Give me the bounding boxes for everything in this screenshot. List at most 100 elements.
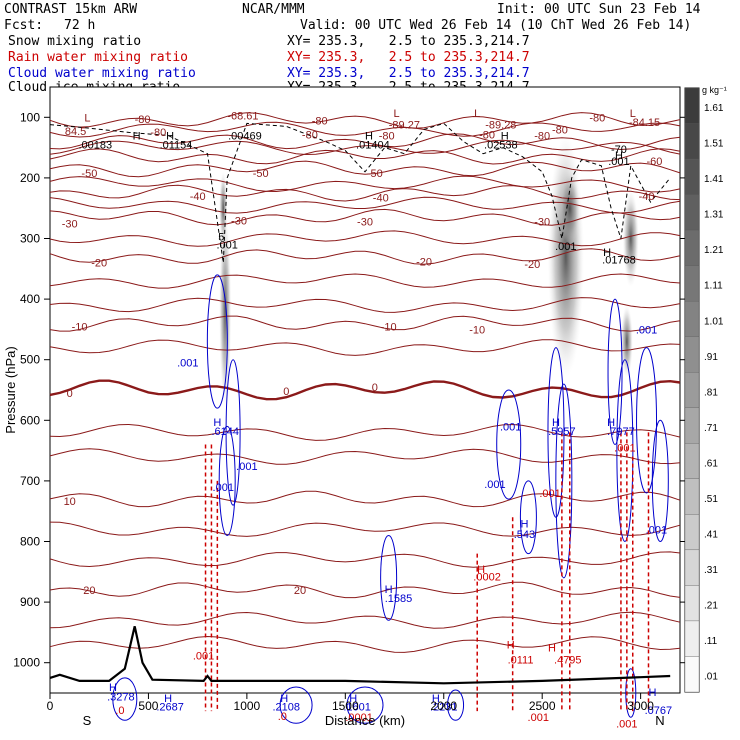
cloud-ice-contour [49, 122, 671, 263]
isotherm--80 [49, 112, 681, 129]
hl-label-3: L [630, 108, 636, 120]
hl-label-24: .001 [236, 461, 257, 473]
contour-line-6 [49, 297, 681, 313]
cloud-water-contour-16 [651, 419, 669, 542]
cloud-water-contour-9 [380, 534, 398, 621]
init-time: Init: 00 UTC Sun 23 Feb 14 [497, 2, 701, 17]
contour-line-5 [49, 273, 681, 289]
isotherm-label-35: 10 [64, 496, 76, 508]
isotherm-label-18: -50 [367, 168, 383, 180]
cloud-water-contour-1 [225, 359, 241, 506]
hl-label-7: .01154 [160, 140, 193, 152]
colorbar-bin-6 [684, 301, 700, 337]
cloud-water-contour-3 [496, 389, 522, 500]
cloud-water-contour-11 [346, 686, 384, 724]
colorbar-bin-10 [684, 443, 700, 479]
isotherm-label-32: 0 [67, 388, 73, 400]
fcst-label: Fcst: [4, 18, 44, 33]
colorbar-label-4: 1.21 [704, 245, 724, 256]
hl-label-58: H [548, 643, 556, 655]
hl-label-54: .0002 [473, 572, 501, 584]
hl-label-51: .0 [278, 711, 287, 723]
isotherm-label-9: -80 [150, 127, 166, 139]
colorbar-bin-16 [684, 656, 700, 693]
cloud-water-contour-14 [447, 689, 465, 721]
contour-line-8 [49, 423, 681, 441]
isotherm-label-19: -40 [190, 191, 206, 203]
hl-label-43: H [349, 693, 357, 705]
hl-label-37: H [109, 682, 117, 694]
hl-label-22: H [213, 417, 221, 429]
colorbar-label-3: 1.31 [704, 210, 724, 221]
colorbar-label-5: 1.11 [704, 281, 723, 292]
hl-label-34: .001 [646, 524, 667, 536]
hl-label-59: .4795 [554, 655, 582, 667]
colorbar-label-16: .01 [704, 672, 718, 683]
isotherm--20 [49, 248, 681, 265]
colorbar-label-14: .21 [704, 601, 718, 612]
hl-label-40: .2687 [156, 701, 184, 713]
isotherm--10 [49, 315, 681, 332]
isotherm-label-1: -68.61 [227, 110, 258, 122]
isotherm-0 [49, 379, 681, 401]
hl-label-30: .7977 [607, 426, 635, 438]
isotherm-label-31: -10 [469, 324, 485, 336]
colorbar-label-2: 1.41 [704, 174, 724, 185]
cloud-water-contour-5 [555, 383, 573, 579]
colorbar-bin-9 [684, 407, 700, 444]
legend-cloud-water-name: Cloud water mixing ratio [8, 66, 196, 81]
colorbar-label-13: .31 [704, 565, 718, 576]
cloud-water-contour-7 [616, 359, 634, 543]
hl-label-8: .00469 [228, 130, 262, 142]
contour-line-10 [49, 521, 681, 537]
colorbar-bin-2 [684, 158, 700, 195]
model-title: CONTRAST 15km ARW [4, 2, 138, 17]
hl-label-61: .001 [616, 718, 637, 730]
colorbar-label-8: .81 [704, 387, 718, 398]
isotherm-label-24: -30 [357, 217, 373, 229]
y-tick-label-300: 300 [20, 232, 40, 246]
hl-label-26: .001 [500, 421, 521, 433]
isotherm-label-6: -84.15 [629, 117, 660, 129]
isotherm--70 [49, 133, 681, 151]
isotherm-label-11: -80 [379, 130, 395, 142]
fcst-value: 72 h [64, 18, 96, 33]
x-tick-label-0: 0 [47, 699, 54, 713]
org-label: NCAR/MMM [242, 2, 305, 17]
isotherm-label-5: -80 [589, 112, 605, 124]
isotherm-label-33: 0 [283, 386, 289, 398]
cloud-water-contour-15 [519, 480, 537, 555]
isotherm-label-30: -10 [381, 321, 397, 333]
hl-label-14: .001 [608, 156, 629, 168]
y-tick-label-100: 100 [20, 110, 40, 124]
endpoint-left: S [83, 713, 92, 728]
colorbar-bin-3 [684, 194, 700, 231]
valid-time: Valid: 00 UTC Wed 26 Feb 14 (10 ChT Wed … [300, 18, 692, 33]
hl-label-17: .001 [555, 241, 576, 253]
contour-line-3 [49, 196, 681, 214]
isotherm-label-21: -40 [639, 191, 655, 203]
colorbar-label-10: .61 [704, 458, 718, 469]
contour-line-13 [49, 635, 681, 653]
hl-label-44: .1601 [343, 701, 371, 713]
colorbar-label-6: 1.01 [704, 316, 724, 327]
hl-label-35: H [385, 584, 393, 596]
colorbar-bin-1 [684, 123, 700, 160]
hl-label-31: .001 [484, 479, 505, 491]
isotherm--60 [49, 148, 681, 165]
hl-label-53: H [477, 564, 485, 576]
snow-plume-2 [622, 190, 639, 287]
isotherm-label-12: -80 [479, 129, 495, 141]
hl-label-19: .01768 [602, 255, 636, 267]
isotherm-label-2: -80 [312, 115, 328, 127]
isotherm--50 [49, 160, 681, 178]
colorbar-bin-11 [684, 478, 700, 515]
isotherm-label-17: -50 [253, 168, 269, 180]
hl-label-55: .001 [539, 488, 560, 500]
isotherm-label-16: -50 [81, 168, 97, 180]
colorbar-bin-5 [684, 265, 700, 302]
legend-rain-name: Rain water mixing ratio [8, 50, 189, 65]
hl-label-45: H [432, 693, 440, 705]
legend-cloud-water-xy: XY= 235.3, 2.5 to 235.3,214.7 [287, 66, 530, 81]
hl-label-20: .001 [177, 358, 198, 370]
